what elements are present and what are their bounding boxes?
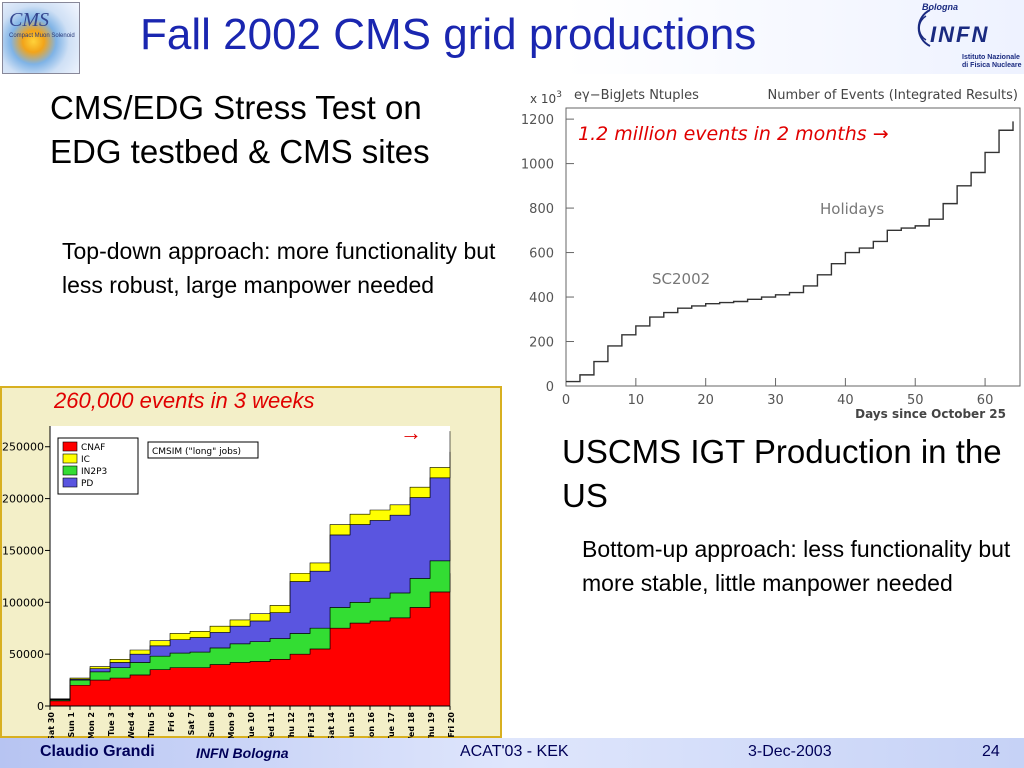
chart1-xtick-label: Wed 11 <box>267 712 276 738</box>
chart1-xtick-label: Tue 3 <box>107 712 116 736</box>
chart2-label-holidays: Holidays <box>820 200 884 218</box>
right-bullet: Bottom-up approach: less functionality b… <box>582 536 1011 596</box>
footer-date: 3-Dec-2003 <box>748 743 832 760</box>
chart1-label-box-text: CMSIM ("long" jobs) <box>152 447 241 457</box>
chart2-title-right: Number of Events (Integrated Results) <box>768 88 1018 103</box>
chart2-ytick-label: 200 <box>529 336 554 351</box>
chart1-xtick-label: Tue 10 <box>247 712 256 738</box>
chart1-legend-label-ic: IC <box>81 455 90 465</box>
chart2-ytick-label: 1000 <box>521 158 554 173</box>
cms-logo-text: CMS <box>9 9 49 31</box>
chart1-legend-label-cnaf: CNAF <box>81 443 105 453</box>
cms-logo-subtitle: Compact Muon Solenoid <box>9 33 75 39</box>
chart1-ytick-label: 100000 <box>2 596 44 609</box>
chart1-label-box: CMSIM ("long" jobs) <box>147 441 259 459</box>
chart2-annotation: 1.2 million events in 2 months → <box>578 123 889 145</box>
chart1-ytick-label: 150000 <box>2 544 44 557</box>
chart1-ytick-label: 0 <box>37 700 44 713</box>
chart1-xtick-label: Fri 13 <box>307 712 316 738</box>
chart2-series-line <box>566 121 1014 383</box>
chart1-xtick-label: Fri 20 <box>447 712 456 738</box>
chart1-legend: CNAF IC IN2P3 PD <box>57 437 139 495</box>
infn-logo-institute: Istituto Nazionale di Fisica Nucleare <box>962 54 1024 70</box>
footer-author: Claudio Grandi <box>40 743 155 760</box>
chart1-xtick-label: Sat 30 <box>47 712 56 738</box>
infn-logo-text: INFN <box>930 22 990 47</box>
footer-affiliation: INFN Bologna <box>196 745 289 761</box>
chart1-xtick-label: Sat 7 <box>187 712 196 735</box>
chart1-xtick-label: Sun 15 <box>347 712 356 738</box>
chart2-xlabel: Days since October 25 <box>855 407 1006 421</box>
chart1-legend-swatch-cnaf <box>62 441 78 452</box>
chart1-xtick-label: Thu 19 <box>427 712 436 738</box>
infn-institute-line1: Istituto Nazionale <box>962 54 1020 61</box>
chart1-ytick-label: 50000 <box>9 648 44 661</box>
chart1-legend-label-pd: PD <box>81 479 93 489</box>
chart2-xtick-label: 50 <box>907 393 924 408</box>
footer-page-number: 24 <box>982 743 1000 760</box>
title-bar <box>0 0 1024 74</box>
chart1-xtick-label: Sat 14 <box>327 712 336 738</box>
chart2-plot-frame <box>565 107 1021 387</box>
chart1-xtick-label: Wed 18 <box>407 712 416 738</box>
chart2-xtick-label: 40 <box>837 393 854 408</box>
chart2-xtick-label: 0 <box>562 393 570 408</box>
chart2-xtick-label: 30 <box>767 393 784 408</box>
chart1-legend-swatch-in2p3 <box>62 465 78 476</box>
chart1-xtick-label: Fri 6 <box>167 712 176 732</box>
footer-bar: Claudio Grandi INFN Bologna ACAT'03 - KE… <box>0 738 1024 768</box>
left-bullet: Top-down approach: more functionality bu… <box>62 238 496 298</box>
chart1-legend-swatch-pd <box>62 477 78 488</box>
chart1-xtick-label: Tue 17 <box>387 712 396 738</box>
stacked-events-chart: 0 50000 100000 150000 200000 250000 Sat 30 Sun… <box>0 386 502 738</box>
chart2-xtick-label: 10 <box>628 393 645 408</box>
chart2-ytick-label: 0 <box>546 380 554 395</box>
chart1-xtick-label: Thu 12 <box>287 712 296 738</box>
chart2-ytick-label: 600 <box>529 247 554 262</box>
chart1-legend-swatch-ic <box>62 453 78 464</box>
chart1-ytick-label: 250000 <box>2 441 44 454</box>
chart2-xtick-label: 60 <box>977 393 994 408</box>
chart2-title-left: eγ−BigJets Ntuples <box>574 88 699 103</box>
left-highlight: 260,000 events in 3 weeks <box>54 388 315 413</box>
infn-institute-line2: di Fisica Nucleare <box>962 62 1022 69</box>
chart1-xtick-label: Mon 9 <box>227 712 236 738</box>
footer-conference: ACAT'03 - KEK <box>460 743 569 760</box>
infn-logo: Bologna INFN Istituto Nazionale di Fisic… <box>900 0 1024 74</box>
infn-logo-bologna: Bologna <box>922 2 958 12</box>
infn-arc-icon <box>917 9 931 47</box>
left-heading: CMS/EDG Stress Test on EDG testbed & CMS… <box>50 89 430 170</box>
cumulative-events-chart: x 103 eγ−BigJets Ntuples Number of Event… <box>521 88 1021 421</box>
slide-title: Fall 2002 CMS grid productions <box>140 10 757 59</box>
chart1-xtick-label: Sun 8 <box>207 712 216 738</box>
chart1-xtick-label: Mon 16 <box>367 712 376 738</box>
chart1-area-ic <box>49 431 451 700</box>
left-highlight-arrow: → <box>400 420 422 445</box>
chart1-xtick-label: Wed 4 <box>127 712 136 738</box>
chart1-xtick-label: Sun 1 <box>67 712 76 738</box>
chart1-ytick-label: 200000 <box>2 493 44 506</box>
chart2-y-multiplier: x 103 <box>530 90 562 106</box>
right-heading: USCMS IGT Production in the US <box>562 433 1002 514</box>
chart2-xtick-label: 20 <box>697 393 714 408</box>
cms-logo: CMS Compact Muon Solenoid <box>2 2 80 74</box>
chart2-ytick-label: 400 <box>529 291 554 306</box>
chart1-legend-label-in2p3: IN2P3 <box>81 467 107 477</box>
chart2-ytick-label: 1200 <box>521 113 554 128</box>
chart2-label-sc2002: SC2002 <box>652 270 710 288</box>
chart1-xtick-label: Mon 2 <box>87 712 96 738</box>
chart1-xtick-label: Thu 5 <box>147 712 156 738</box>
chart2-ytick-label: 800 <box>529 202 554 217</box>
